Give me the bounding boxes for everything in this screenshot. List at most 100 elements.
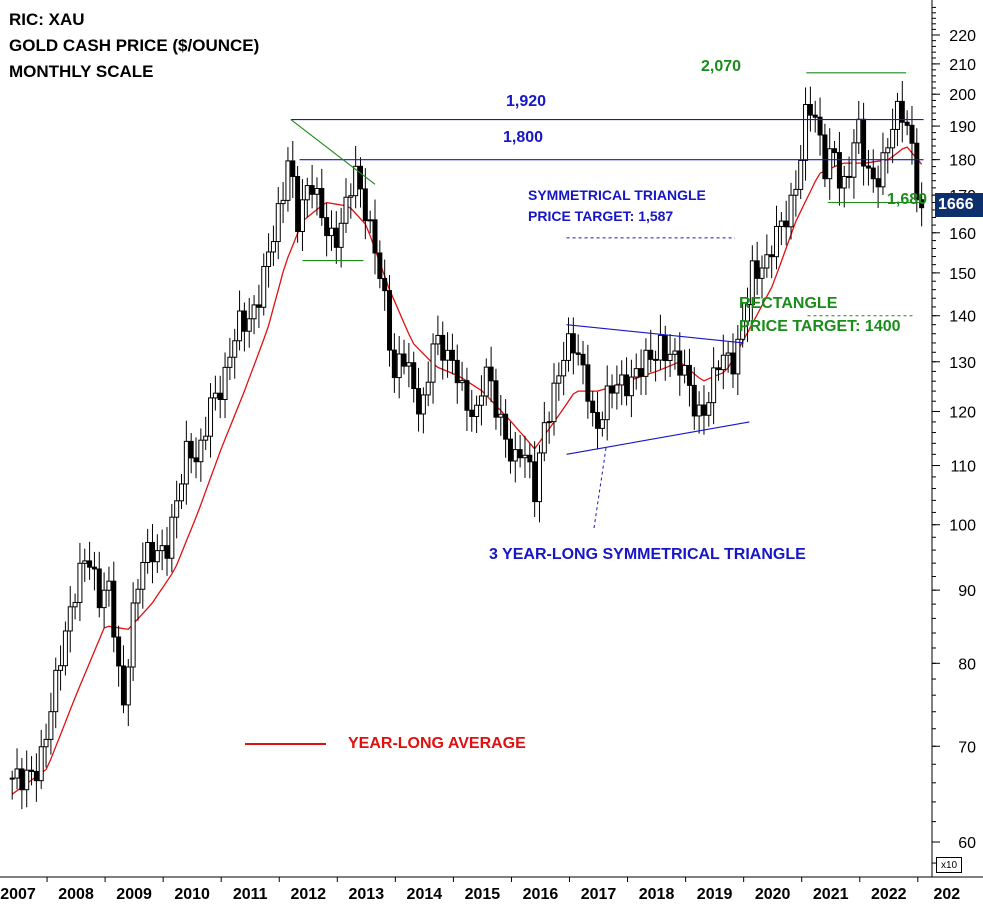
candle-up	[212, 392, 218, 399]
candle-up	[696, 404, 702, 417]
candle-up	[759, 267, 765, 279]
pattern-line	[566, 324, 744, 344]
candle-down	[662, 334, 668, 362]
candle-down	[241, 310, 247, 332]
candle-up	[328, 227, 334, 237]
candle-up	[556, 375, 562, 384]
candle-up	[280, 199, 286, 205]
candle-up	[159, 545, 165, 552]
candle-up	[130, 602, 136, 668]
time-axis-tick-label: 2019	[697, 886, 733, 903]
candle-down	[865, 165, 871, 169]
candle-up	[48, 711, 54, 740]
candle-down	[188, 440, 194, 459]
candle-up	[894, 100, 900, 130]
candle-up	[725, 352, 731, 356]
price-axis-tick-label: 200	[949, 87, 976, 104]
candle-down	[783, 220, 789, 228]
price-axis-tick-label: 190	[949, 119, 976, 136]
candle-down	[295, 176, 301, 233]
candle-down	[29, 769, 35, 772]
sym-target-title: SYMMETRICAL TRIANGLE	[528, 187, 706, 203]
candle-down	[899, 100, 905, 123]
price-axis-tick-label: 220	[949, 28, 976, 45]
candle-up	[43, 738, 49, 748]
candle-up	[749, 260, 755, 306]
candle-up	[706, 402, 712, 416]
candle-up	[478, 395, 484, 406]
candle-up	[890, 128, 896, 149]
candle-down	[324, 217, 330, 237]
candle-up	[633, 368, 639, 378]
candle-down	[580, 353, 586, 366]
level-1800-label: 1,800	[503, 129, 544, 146]
price-axis-tick-label: 80	[958, 656, 976, 673]
rectangle-title: RECTANGLE	[739, 295, 838, 312]
candle-down	[832, 148, 838, 154]
candle-up	[803, 103, 809, 161]
candle-down	[391, 349, 397, 379]
candle-down	[870, 167, 876, 180]
pattern-line	[290, 119, 376, 185]
candle-down	[904, 121, 910, 126]
candle-down	[715, 367, 721, 371]
candle-up	[856, 118, 862, 144]
time-axis-tick-label: 202	[933, 886, 960, 903]
pattern-line	[566, 421, 750, 455]
candle-up	[566, 333, 572, 361]
candle-up	[788, 194, 794, 228]
candle-down	[91, 566, 97, 570]
candle-down	[164, 545, 170, 559]
candle-down	[624, 374, 630, 397]
candle-down	[362, 188, 368, 222]
candle-up	[628, 376, 634, 397]
candle-up	[222, 366, 228, 401]
level-2070-label: 2,070	[701, 58, 742, 75]
level-1680-label: 1,680	[887, 191, 928, 208]
chart-subtitle: MONTHLY SCALE	[9, 62, 154, 81]
time-axis-tick-label: 2020	[755, 886, 791, 903]
candle-down	[609, 385, 615, 394]
candle-up	[62, 630, 68, 667]
candle-down	[914, 142, 920, 201]
candle-up	[348, 195, 354, 198]
candle-up	[125, 666, 131, 706]
candle-down	[87, 560, 93, 568]
candle-down	[507, 438, 513, 462]
candle-down	[701, 404, 707, 416]
candle-down	[861, 118, 867, 167]
time-axis-tick-label: 2013	[349, 886, 385, 903]
price-axis-tick-label: 160	[949, 226, 976, 243]
candle-up	[396, 353, 402, 379]
candle-up	[169, 516, 175, 559]
candle-down	[440, 334, 446, 361]
candle-down	[817, 116, 823, 136]
candle-down	[595, 412, 601, 429]
scale-factor-box: x10	[936, 857, 962, 873]
candle-down	[357, 165, 363, 190]
candle-down	[120, 665, 126, 706]
candle-up	[435, 334, 441, 345]
candle-up	[246, 318, 252, 332]
candle-down	[33, 770, 39, 782]
year-long-average-layer	[11, 146, 923, 795]
candle-up	[203, 435, 209, 441]
candle-up	[367, 219, 373, 222]
time-axis-tick-label: 2014	[407, 886, 443, 903]
candle-up	[614, 384, 620, 394]
candle-up	[38, 746, 44, 782]
candle-down	[527, 454, 533, 463]
candle-up	[353, 165, 359, 197]
sym-target-value: PRICE TARGET: 1,587	[528, 208, 674, 224]
candle-down	[193, 457, 199, 463]
candle-up	[183, 440, 189, 485]
candle-up	[430, 343, 436, 383]
candle-up	[778, 220, 784, 227]
candle-up	[774, 225, 780, 258]
candle-up	[735, 338, 741, 375]
time-axis-tick-label: 2022	[871, 886, 907, 903]
candle-down	[686, 364, 692, 386]
chart-title: GOLD CASH PRICE ($/OUNCE)	[9, 36, 260, 55]
candle-up	[179, 483, 185, 502]
price-axis-tick-label: 60	[958, 835, 976, 852]
